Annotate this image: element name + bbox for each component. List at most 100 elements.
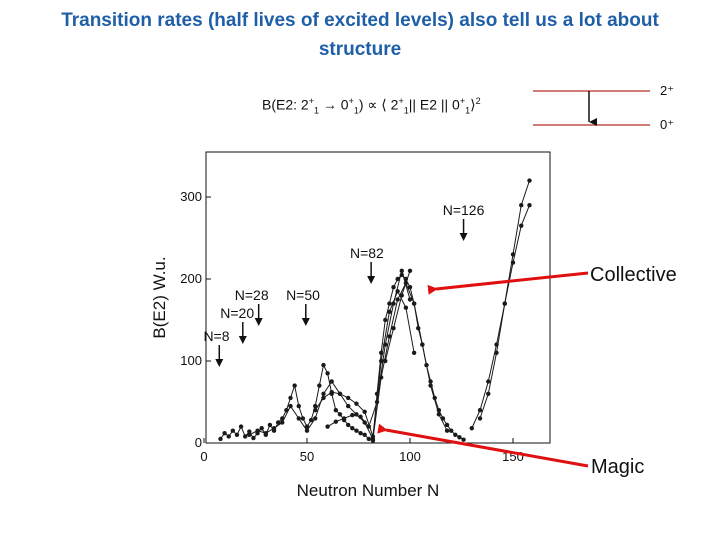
data-point bbox=[449, 428, 454, 433]
data-point bbox=[370, 434, 376, 439]
data-point bbox=[391, 301, 396, 306]
formula-sub: 1 bbox=[403, 105, 409, 116]
level-lower-label: 0⁺ bbox=[660, 117, 675, 132]
data-point bbox=[321, 391, 326, 396]
be2-formula: B(E2: 2+1 → 0+1) ∝ ⟨ 2+1|| E2 || 0+1⟩2 bbox=[262, 96, 481, 115]
page-title: Transition rates (half lives of excited … bbox=[61, 10, 659, 60]
data-point bbox=[263, 430, 268, 436]
data-point bbox=[519, 223, 524, 228]
data-point bbox=[362, 409, 367, 415]
magic-number-label: N=126 bbox=[443, 202, 485, 218]
magic-number-label: N=50 bbox=[286, 287, 320, 303]
data-point bbox=[226, 434, 231, 439]
magic-arrow bbox=[377, 423, 589, 468]
data-point bbox=[399, 268, 404, 273]
data-point bbox=[304, 424, 310, 429]
data-point bbox=[477, 408, 483, 413]
data-point bbox=[395, 297, 400, 302]
magic-number-arrowhead bbox=[254, 318, 263, 326]
data-point bbox=[354, 428, 359, 433]
data-point bbox=[346, 403, 351, 409]
data-point bbox=[238, 424, 244, 429]
data-point bbox=[436, 412, 442, 417]
series-line bbox=[384, 270, 411, 362]
data-point bbox=[391, 285, 396, 290]
data-point bbox=[243, 434, 248, 439]
magic-number-arrowhead bbox=[301, 318, 310, 326]
data-point bbox=[519, 203, 524, 208]
data-point bbox=[354, 401, 359, 406]
data-point bbox=[308, 417, 314, 423]
magic-number-label: N=82 bbox=[350, 245, 384, 261]
data-point bbox=[296, 416, 301, 421]
magic-number-arrowhead bbox=[367, 276, 376, 284]
formula-operator: || E2 || 0 bbox=[408, 96, 460, 113]
magic-number-arrowhead bbox=[238, 336, 247, 344]
data-point bbox=[255, 428, 260, 433]
data-point bbox=[444, 422, 450, 428]
y-tick-label: 300 bbox=[180, 189, 202, 204]
data-point bbox=[259, 426, 264, 431]
data-point bbox=[313, 403, 318, 409]
data-point bbox=[313, 408, 318, 413]
formula-sub: 1 bbox=[353, 105, 359, 116]
formula-sub: 1 bbox=[465, 105, 471, 116]
data-point bbox=[486, 391, 491, 396]
data-point bbox=[333, 419, 339, 424]
data-point bbox=[457, 435, 462, 440]
data-point bbox=[510, 252, 516, 257]
data-point bbox=[407, 268, 413, 273]
data-point bbox=[329, 379, 334, 384]
data-point bbox=[275, 420, 281, 425]
data-point bbox=[313, 416, 318, 421]
data-point bbox=[399, 293, 404, 298]
data-point bbox=[251, 435, 256, 441]
data-point bbox=[350, 412, 355, 418]
data-point bbox=[391, 326, 396, 331]
data-point bbox=[350, 426, 355, 431]
data-point bbox=[341, 416, 347, 421]
data-point bbox=[329, 389, 334, 395]
data-point bbox=[321, 362, 326, 368]
data-point bbox=[222, 430, 227, 436]
x-tick-label: 0 bbox=[200, 449, 207, 464]
data-point bbox=[461, 437, 466, 442]
magic-number-label: N=8 bbox=[203, 328, 229, 344]
data-point bbox=[271, 426, 277, 431]
data-point bbox=[469, 426, 474, 431]
data-point bbox=[280, 420, 285, 425]
data-point bbox=[444, 428, 450, 433]
data-point bbox=[296, 403, 301, 409]
data-point bbox=[420, 342, 425, 347]
formula-sub: 1 bbox=[313, 105, 319, 116]
magic-number-label: N=20 bbox=[220, 305, 254, 321]
data-point bbox=[358, 414, 363, 419]
collective-label: Collective bbox=[590, 264, 677, 286]
y-axis-label: B(E2) W.u. bbox=[150, 256, 169, 338]
data-point bbox=[383, 317, 388, 323]
data-point bbox=[366, 436, 371, 442]
data-point bbox=[321, 395, 326, 401]
formula-sup: + bbox=[459, 96, 466, 106]
level-diagram bbox=[533, 90, 650, 126]
data-point bbox=[346, 422, 351, 428]
y-tick-label: 100 bbox=[180, 353, 202, 368]
y-tick-label: 200 bbox=[180, 271, 202, 286]
data-point bbox=[337, 391, 343, 396]
formula-sup: + bbox=[348, 96, 354, 106]
magic-label: Magic bbox=[591, 456, 645, 478]
data-point bbox=[292, 383, 297, 388]
data-point bbox=[527, 178, 532, 183]
data-point bbox=[407, 297, 413, 302]
data-point bbox=[395, 276, 400, 282]
y-tick-label: 0 bbox=[195, 435, 202, 450]
data-point bbox=[407, 285, 413, 290]
data-point bbox=[403, 305, 409, 310]
formula-square: 2 bbox=[475, 96, 481, 106]
magic-number-arrowhead bbox=[215, 359, 224, 367]
data-point bbox=[494, 350, 499, 355]
magic-number-label: N=28 bbox=[235, 287, 269, 303]
data-point bbox=[288, 395, 293, 401]
formula-sup: + bbox=[398, 96, 404, 106]
